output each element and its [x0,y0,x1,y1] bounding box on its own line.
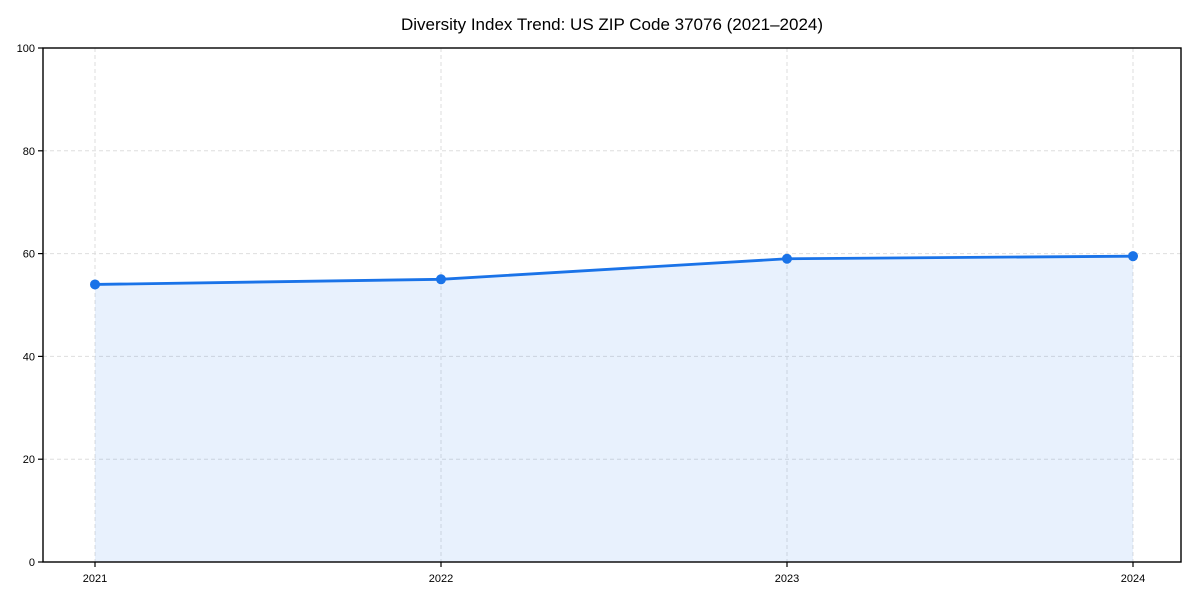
data-point-2022 [436,274,446,285]
chart-title: Diversity Index Trend: US ZIP Code 37076… [401,15,823,34]
x-tick-label: 2023 [775,573,799,585]
y-tick-label: 20 [23,454,35,466]
x-tick-label: 2021 [83,573,107,585]
data-point-2021 [90,279,100,290]
plot-area: 0 20 40 60 80 100 2021 2022 2023 2024 [17,43,1182,585]
y-tick-label: 0 [29,557,35,569]
y-tick-label: 60 [23,249,35,261]
plot-border [42,47,1182,563]
area-fill [95,256,1133,562]
data-point-2023 [782,253,792,264]
y-tick-label: 40 [23,351,35,363]
y-tick-label: 100 [17,43,35,55]
trend-line [93,254,1135,286]
data-point-2024 [1128,251,1138,262]
y-tick-label: 80 [23,146,35,158]
x-tick-label: 2024 [1121,573,1145,585]
x-tick-label: 2022 [429,573,453,585]
